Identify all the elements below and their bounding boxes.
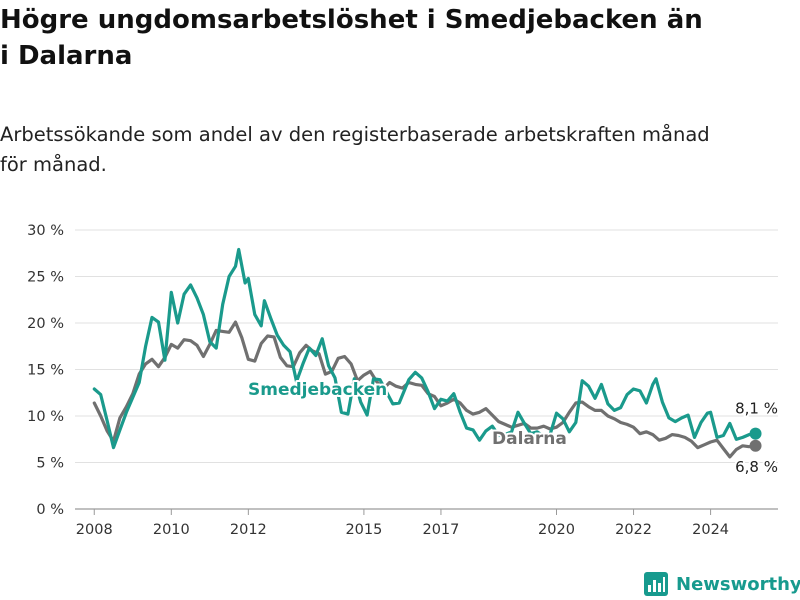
chart-title-line-2: i Dalarna (0, 41, 133, 71)
x-tick-label: 2024 (692, 522, 729, 538)
x-tick-label: 2010 (153, 522, 190, 538)
end-point-smedjebacken (749, 427, 762, 440)
brand-name: Newsworthy (676, 573, 800, 595)
series-line-smedjebacken (92, 247, 758, 450)
y-tick-label: 0 % (36, 502, 64, 518)
chart-subtitle-line-1: Arbetssökande som andel av den registerb… (0, 123, 710, 146)
end-value-label: 8,1 % (735, 400, 778, 418)
series-label-dalarna: Dalarna (492, 429, 567, 449)
series-label-smedjebacken: Smedjebacken (248, 380, 387, 400)
y-tick-label: 5 % (36, 456, 64, 472)
chart-title: Högre ungdomsarbetslöshet i Smedjebacken… (0, 2, 800, 74)
chart-title-line-1: Högre ungdomsarbetslöshet i Smedjebacken… (0, 5, 703, 35)
x-tick-label: 2022 (615, 522, 652, 538)
y-tick-label: 30 % (27, 223, 64, 239)
y-tick-label: 25 % (27, 270, 64, 286)
end-value-label: 6,8 % (735, 458, 778, 476)
y-tick-label: 15 % (27, 363, 64, 379)
y-tick-label: 20 % (27, 316, 64, 332)
chart-subtitle: Arbetssökande som andel av den registerb… (0, 120, 795, 180)
x-tick-label: 2020 (538, 522, 575, 538)
end-point-dalarna (749, 439, 762, 452)
x-tick-label: 2015 (345, 522, 382, 538)
series-line-dalarna (92, 320, 758, 459)
brand-logo: Newsworthy (644, 570, 800, 598)
bar-chart-logo-icon (644, 572, 668, 596)
chart-subtitle-line-2: för månad. (0, 153, 107, 176)
x-tick-label: 2017 (422, 522, 459, 538)
y-tick-label: 10 % (27, 409, 64, 425)
x-tick-label: 2012 (230, 522, 267, 538)
x-tick-label: 2008 (76, 522, 113, 538)
